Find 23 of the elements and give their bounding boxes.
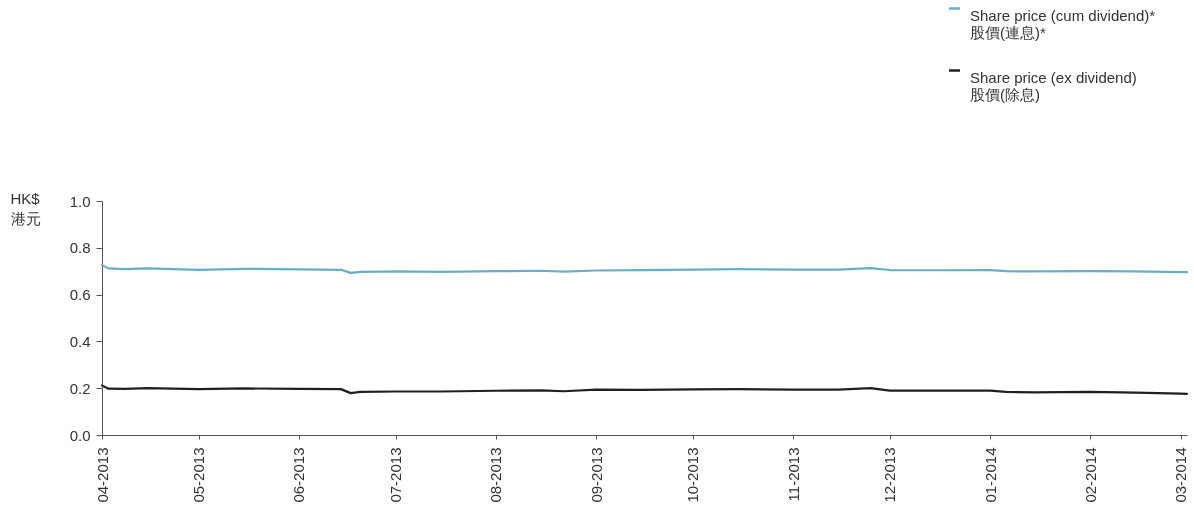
x-tick-label: 12-2013 (881, 447, 899, 503)
y-tick-label: 0.0 (69, 426, 91, 444)
y-tick-label: 0.4 (69, 332, 91, 350)
x-tick-label: 09-2013 (587, 447, 605, 503)
x-tick-label: 08-2013 (487, 447, 505, 503)
x-tick-label: 07-2013 (387, 447, 405, 503)
x-tick-label: 03-2014 (1172, 447, 1190, 503)
x-tick-label: 02-2014 (1081, 447, 1099, 503)
line-series (100, 264, 1189, 274)
y-tick-label: 1.0 (69, 192, 91, 210)
legend-label: Share price (ex dividend) 股價(除息) (970, 68, 1137, 103)
line-series (100, 384, 1189, 395)
y-axis-title: HK$ 港元 (10, 189, 41, 227)
x-tick-label: 11-2013 (784, 447, 802, 502)
y-tick-label: 0.6 (69, 286, 91, 304)
x-tick-label: 04-2013 (93, 447, 111, 503)
x-tick-label: 06-2013 (290, 447, 308, 503)
x-tick-label: 10-2013 (684, 447, 702, 503)
y-tick-label: 0.2 (69, 379, 91, 397)
x-tick-label: 01-2014 (981, 447, 999, 503)
x-tick-label: 05-2013 (190, 447, 208, 503)
y-tick-label: 0.8 (69, 239, 91, 257)
legend-label: Share price (cum dividend)* 股價(連息)* (970, 6, 1156, 41)
